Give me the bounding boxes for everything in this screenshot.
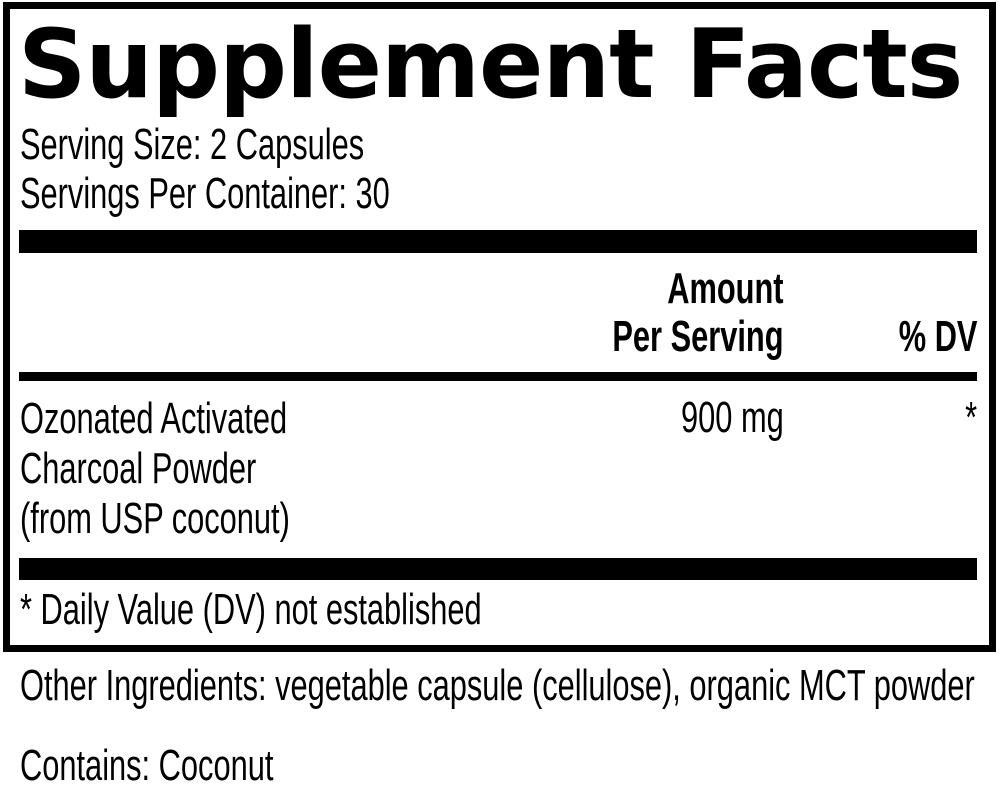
- divider-thin: [19, 372, 977, 381]
- contains-text: Contains: Coconut: [20, 741, 274, 790]
- other-ingredients-line: Other Ingredients: vegetable capsule (ce…: [20, 662, 1000, 710]
- percent-dv-header-text: % DV: [898, 312, 977, 361]
- amount-header-line1: Amount: [667, 264, 784, 313]
- divider-thick-bottom: [19, 558, 977, 580]
- servings-per-container-text: Servings Per Container: 30: [20, 169, 390, 218]
- other-ingredients-text: Other Ingredients: vegetable capsule (ce…: [20, 661, 975, 710]
- ingredient-dv-value: *: [960, 394, 977, 442]
- ingredient-amount-text: 900 mg: [681, 393, 784, 442]
- servings-per-container-line: Servings Per Container: 30: [20, 170, 548, 218]
- amount-per-serving-header-text: Amount Per Serving: [613, 265, 784, 361]
- ingredient-name: Ozonated Activated Charcoal Powder (from…: [20, 394, 406, 544]
- contains-statement: Contains: Coconut: [20, 742, 382, 790]
- ingredient-name-line2: Charcoal Powder: [20, 444, 257, 493]
- amount-per-serving-header: Amount Per Serving: [539, 265, 784, 361]
- dv-footnote-text: * Daily Value (DV) not established: [20, 585, 482, 634]
- divider-thick-top: [19, 230, 977, 253]
- ingredient-name-line3: (from USP coconut): [20, 494, 290, 543]
- ingredient-dv-asterisk: *: [965, 393, 977, 442]
- ingredient-amount: 900 mg: [637, 394, 784, 442]
- supplement-facts-title: Supplement Facts: [18, 10, 963, 120]
- serving-size-text: Serving Size: 2 Capsules: [20, 120, 365, 169]
- ingredient-name-line1: Ozonated Activated: [20, 394, 288, 443]
- serving-size-line: Serving Size: 2 Capsules: [20, 121, 512, 169]
- percent-dv-header: % DV: [865, 313, 977, 361]
- supplement-facts-panel: Supplement Facts Serving Size: 2 Capsule…: [3, 2, 996, 652]
- dv-footnote: * Daily Value (DV) not established: [20, 586, 680, 634]
- amount-header-line2: Per Serving: [612, 312, 784, 361]
- ingredient-name-text: Ozonated Activated Charcoal Powder (from…: [20, 394, 290, 544]
